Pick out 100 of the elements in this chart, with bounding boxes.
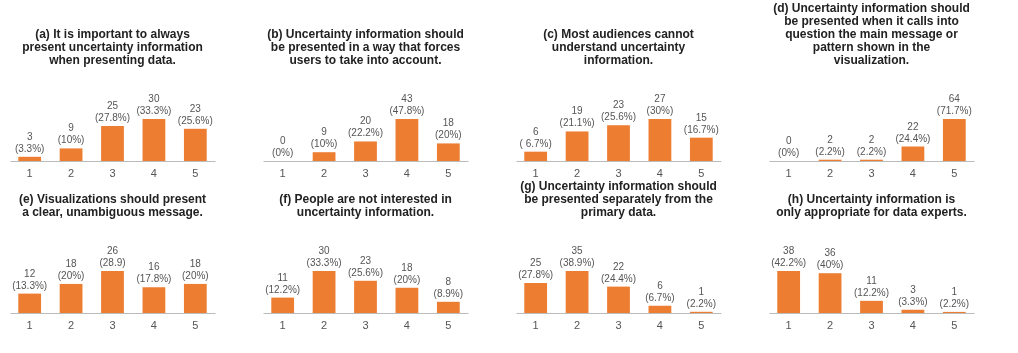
x-tick-label: 1 [785,166,792,179]
bar [607,125,630,161]
bar [777,271,801,313]
x-tick-label: 1 [532,166,539,179]
data-label: 23 (25.6%) [347,254,384,278]
x-tick-label: 5 [192,318,199,331]
data-label: 64 (71.7%) [936,93,972,116]
bar [395,287,419,313]
x-tick-label: 1 [785,318,792,331]
x-tick-label: 5 [445,166,452,179]
bar [59,148,83,161]
data-label: 11 (12.2%) [853,274,890,298]
bar [354,141,377,161]
data-label: 1 (2.2%) [686,285,717,309]
x-tick-label: 1 [279,166,286,179]
bar [101,126,124,161]
chart-title: (b) Uncertainty information should be presented in a way that forces users to take into account. [267,27,464,67]
x-tick-label: 3 [615,318,622,331]
bar [354,280,377,313]
x-tick-label: 5 [445,318,452,331]
x-tick-label: 3 [868,166,875,179]
x-tick-label: 4 [403,166,410,179]
data-label: 12 (13.3%) [12,267,48,291]
data-label: 36 (40%) [816,247,844,271]
x-tick-label: 4 [656,318,663,331]
data-label: 43 (47.8%) [389,93,425,116]
bar [565,131,589,161]
bar [436,301,460,313]
bar [142,119,166,161]
data-label: 9 (10%) [57,122,85,146]
x-tick-label: 2 [68,318,75,331]
data-label: 18 (20%) [393,261,421,285]
data-label: 9 (10%) [310,126,338,150]
data-label: 0 (0%) [272,135,294,158]
bar [59,283,83,313]
x-tick-label: 1 [26,166,33,179]
x-tick-label: 5 [698,166,705,179]
bar [818,273,842,313]
data-label: 18 (20%) [181,257,209,281]
bar [436,143,460,161]
x-tick-label: 4 [909,318,916,331]
data-label: 22 (24.4%) [895,120,931,144]
data-label: 26 (28.9) [99,245,126,268]
bar [101,271,124,313]
data-label: 23 (25.6%) [600,99,637,123]
chart-title: (e) Visualizations should present a clear, unambiguous message. [18,192,207,219]
data-label: 18 (20%) [57,257,85,281]
data-label: 35 (38.9%) [559,245,595,268]
data-label: 16 (17.8%) [136,261,172,285]
x-tick-label: 2 [321,166,328,179]
x-tick-label: 2 [827,166,834,179]
data-label: 8 (8.9%) [433,275,464,299]
bar [18,293,42,313]
x-tick-label: 2 [68,166,75,179]
x-tick-label: 4 [909,166,916,179]
data-label: 22 (24.4%) [600,260,637,284]
bar [183,128,207,161]
x-tick-label: 3 [109,318,116,331]
chart-title: (c) Most audiences cannot understand uncertainty information. [543,27,694,67]
bar [689,137,713,161]
bar [142,287,166,313]
x-tick-label: 4 [403,318,410,331]
x-tick-label: 5 [698,318,705,331]
bar [183,283,207,313]
x-tick-label: 3 [109,166,116,179]
x-tick-label: 5 [951,318,958,331]
x-tick-label: 2 [827,318,834,331]
data-label: 27 (30%) [646,93,674,116]
data-label: 1 (2.2%) [939,285,970,309]
bar [860,300,883,313]
data-label: 6 ( 6.7%) [519,125,552,149]
data-label: 38 (42.2%) [771,245,807,268]
x-tick-label: 3 [868,318,875,331]
data-label: 25 (27.8%) [94,100,131,123]
data-label: 30 (33.3%) [306,245,342,268]
bar [271,297,295,313]
bar [312,152,336,161]
x-tick-label: 1 [279,318,286,331]
data-label: 15 (16.7%) [683,111,719,135]
data-label: 11 (12.2%) [265,271,301,295]
data-label: 6 (6.7%) [645,279,675,303]
bar [524,283,548,313]
chart-title: (a) It is important to always present uncertainty information when presenting data. [22,27,203,67]
data-label: 3 (3.3%) [14,130,45,154]
data-label: 30 (33.3%) [136,93,172,116]
bar [395,119,419,161]
chart-title: (g) Uncertainty information should be presented separately from the primary data. [520,179,717,219]
x-tick-label: 3 [615,166,622,179]
x-tick-label: 5 [192,166,199,179]
bar [607,286,630,313]
data-label: 3 (3.3%) [898,283,928,307]
x-tick-label: 1 [532,318,539,331]
chart-title: (d) Uncertainty information should be presented when it calls into question the main message or pattern shown in the visualization. [773,1,970,67]
data-label: 23 (25.6%) [177,102,213,126]
x-tick-label: 2 [574,166,581,179]
bar [648,305,672,313]
x-tick-label: 4 [150,318,157,331]
bar [565,271,589,313]
data-label: 25 (27.8%) [518,257,554,280]
x-tick-label: 5 [951,166,958,179]
